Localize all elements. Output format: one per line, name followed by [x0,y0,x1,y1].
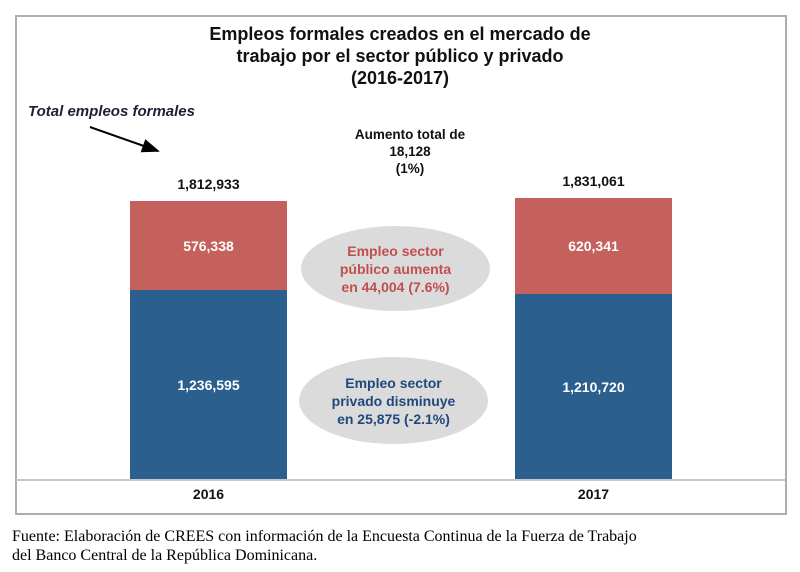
bar-2017-private-value: 1,210,720 [562,379,625,395]
total-label-2016: 1,812,933 [177,176,240,192]
category-label-2016: 2016 [192,486,225,502]
private-callout-line2: privado disminuye [331,392,456,409]
private-callout-line1: Empleo sector [345,374,442,391]
total-label-2017: 1,831,061 [562,173,625,189]
public-callout-line1: Empleo sector [347,242,444,259]
chart-title-line2: trabajo por el sector público y privado [236,46,564,66]
total-increase-note-line2: 18,128 [389,144,431,159]
bar-2016-public-segment: 576,338 [130,201,287,290]
private-callout-line3: en 25,875 (-2.1%) [337,410,450,427]
source-note: Fuente: Elaboración de CREES con informa… [12,527,794,565]
bar-2017-public-value: 620,341 [568,238,619,254]
bar-2017: 620,341 1,210,720 [515,198,672,480]
total-employment-annotation: Total empleos formales [28,103,195,120]
source-note-line1: Fuente: Elaboración de CREES con informa… [12,528,637,545]
total-increase-note: Aumento total de 18,128 (1%) [310,126,510,177]
category-label-2017: 2017 [577,486,610,502]
public-callout-line3: en 44,004 (7.6%) [341,278,450,295]
chart-title-line1: Empleos formales creados en el mercado d… [209,24,591,44]
bar-2016-public-value: 576,338 [183,237,234,254]
total-increase-note-line1: Aumento total de [354,127,466,142]
bar-2017-public-segment: 620,341 [515,198,672,294]
public-sector-callout: Empleo sector público aumenta en 44,004 … [301,226,490,311]
bar-2017-private-segment: 1,210,720 [515,294,672,480]
x-axis-line [16,479,785,481]
chart-title: Empleos formales creados en el mercado d… [0,23,800,89]
total-increase-note-line3: (1%) [395,161,425,176]
public-callout-line2: público aumenta [339,260,452,277]
private-sector-callout: Empleo sector privado disminuye en 25,87… [299,357,488,444]
source-note-line2: del Banco Central de la República Domini… [12,547,318,564]
chart-title-line3: (2016-2017) [350,68,450,88]
bar-2016-private-segment: 1,236,595 [130,290,287,480]
bar-2016-private-value: 1,236,595 [177,377,240,393]
bar-2016: 576,338 1,236,595 [130,201,287,480]
